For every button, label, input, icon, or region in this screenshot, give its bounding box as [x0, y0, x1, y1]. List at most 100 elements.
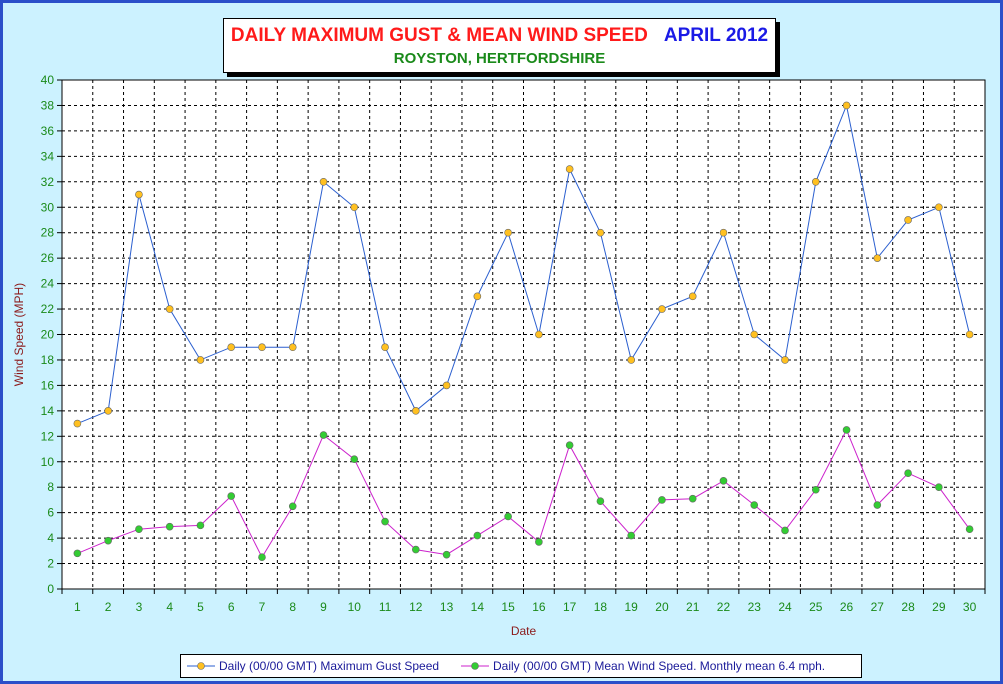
plot-border [61, 79, 986, 590]
data-point-mean [873, 501, 882, 509]
data-point-mean [811, 485, 820, 494]
x-tick-label: 4 [166, 600, 173, 614]
y-tick-label: 14 [41, 404, 55, 418]
data-point-gust [288, 343, 297, 352]
data-point-gust [258, 343, 266, 352]
y-tick-label: 0 [47, 582, 54, 596]
chart-subtitle: ROYSTON, HERTFORDSHIRE [393, 50, 606, 67]
x-tick-label: 23 [748, 600, 762, 614]
y-tick-label: 32 [41, 175, 55, 189]
x-tick-label: 27 [871, 600, 885, 614]
data-point-mean [842, 426, 851, 434]
y-tick-label: 24 [41, 277, 55, 291]
x-tick-label: 28 [901, 600, 915, 614]
legend-symbol-mean [461, 662, 489, 670]
y-tick-label: 22 [41, 302, 55, 316]
data-point-gust [319, 178, 328, 186]
data-point-gust [842, 101, 851, 110]
data-point-mean [658, 496, 666, 504]
x-tick-label: 13 [440, 600, 454, 614]
data-point-mean [319, 431, 328, 439]
x-tick-label: 11 [379, 600, 392, 614]
data-point-gust [227, 343, 236, 352]
x-tick-label: 19 [625, 600, 639, 614]
data-point-gust [565, 165, 574, 173]
x-tick-label: 15 [501, 600, 515, 614]
series-line-gust [77, 103, 971, 425]
y-tick-label: 18 [41, 353, 55, 367]
y-tick-label: 20 [41, 328, 55, 342]
data-point-mean [781, 526, 789, 535]
x-axis-title: Date [511, 624, 537, 638]
data-point-gust [719, 228, 728, 237]
data-point-gust [811, 178, 820, 186]
data-point-mean [412, 545, 420, 554]
data-point-gust [781, 356, 789, 364]
data-point-gust [135, 190, 143, 199]
data-point-mean [688, 494, 697, 503]
legend-label-mean: Daily (00/00 GMT) Mean Wind Speed. Month… [493, 659, 826, 673]
chart-title: DAILY MAXIMUM GUST & MEAN WIND SPEED [230, 25, 648, 46]
y-tick-label: 4 [47, 531, 54, 545]
data-point-mean [965, 525, 974, 533]
data-point-mean [288, 502, 297, 511]
data-point-mean [627, 531, 635, 540]
data-point-gust [473, 292, 482, 301]
data-point-mean [596, 497, 605, 505]
x-tick-label: 14 [471, 600, 485, 614]
data-point-gust [104, 407, 112, 415]
x-tick-label: 26 [840, 600, 854, 614]
x-tick-label: 20 [655, 600, 669, 614]
data-point-gust [627, 356, 635, 364]
x-tick-label: 17 [563, 600, 577, 614]
y-tick-label: 6 [47, 506, 54, 520]
data-point-gust [165, 305, 174, 313]
data-point-gust [688, 292, 697, 301]
legend-label-gust: Daily (00/00 GMT) Maximum Gust Speed [219, 659, 440, 673]
data-point-mean [350, 455, 359, 464]
y-tick-label: 28 [41, 226, 55, 240]
x-tick-label: 9 [320, 600, 327, 614]
y-tick-label: 36 [41, 124, 55, 138]
data-point-mean [196, 521, 205, 530]
x-tick-label: 2 [105, 600, 112, 614]
x-tick-label: 29 [932, 600, 946, 614]
data-point-gust [73, 419, 82, 428]
data-point-gust [904, 216, 912, 224]
data-point-mean [258, 553, 266, 561]
data-point-mean [504, 512, 512, 521]
data-point-mean [473, 531, 482, 540]
y-tick-label: 12 [41, 429, 55, 443]
series-line-mean [77, 428, 971, 559]
x-tick-label: 16 [532, 600, 546, 614]
x-tick-label: 25 [809, 600, 823, 614]
y-tick-label: 38 [41, 98, 55, 112]
data-point-mean [135, 525, 143, 533]
data-point-mean [73, 549, 82, 558]
data-point-gust [412, 407, 420, 415]
x-tick-label: 10 [348, 600, 362, 614]
data-point-mean [719, 477, 728, 485]
y-tick-label: 26 [41, 251, 55, 265]
data-point-gust [750, 330, 759, 339]
data-point-gust [935, 203, 943, 212]
data-point-gust [381, 343, 389, 352]
data-point-gust [658, 305, 666, 313]
data-point-mean [535, 538, 543, 546]
data-point-gust [504, 228, 512, 237]
x-tick-label: 3 [136, 600, 143, 614]
data-point-mean [935, 483, 943, 492]
data-point-gust [535, 330, 543, 339]
chart-title-date: APRIL 2012 [663, 25, 769, 46]
x-tick-label: 8 [289, 600, 296, 614]
y-tick-label: 10 [41, 455, 55, 469]
data-point-mean [904, 469, 912, 478]
data-point-mean [442, 550, 451, 559]
y-tick-label: 40 [41, 73, 55, 87]
legend-symbol-gust [187, 662, 215, 670]
x-tick-label: 1 [74, 600, 81, 614]
y-tick-label: 8 [47, 480, 54, 494]
data-point-mean [565, 441, 574, 450]
x-tick-label: 21 [686, 600, 700, 614]
